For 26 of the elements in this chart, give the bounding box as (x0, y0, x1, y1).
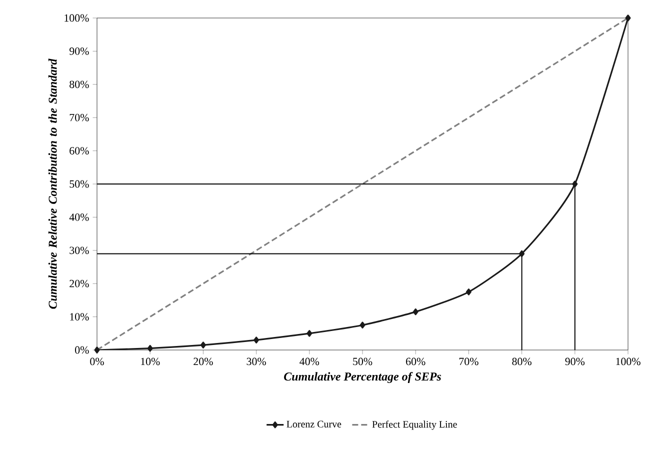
x-tick-label: 80% (512, 358, 532, 366)
y-tick-label: 20% (70, 280, 89, 288)
y-tick-label: 0% (75, 346, 89, 354)
y-tick-label: 50% (70, 180, 89, 188)
x-tick-label: 40% (300, 358, 320, 366)
x-tick-label: 20% (194, 358, 213, 366)
x-tick-label: 10% (141, 358, 160, 366)
x-tick-label: 30% (246, 358, 266, 366)
y-tick-label: 60% (70, 147, 89, 155)
legend-label: Lorenz Curve (286, 420, 342, 428)
x-tick-label: 50% (353, 358, 372, 366)
x-axis-title: Cumulative Percentage of SEPs (284, 372, 442, 384)
x-tick-label: 0% (90, 358, 104, 366)
y-tick-label: 100% (64, 14, 89, 22)
y-tick-label: 30% (70, 246, 89, 254)
y-tick-label: 40% (69, 213, 89, 221)
y-tick-label: 80% (70, 80, 89, 88)
x-tick-label: 70% (459, 358, 478, 366)
y-tick-label: 70% (70, 114, 89, 122)
x-tick-label: 90% (565, 358, 585, 366)
y-tick-label: 90% (70, 47, 89, 55)
x-tick-label: 100% (616, 358, 640, 366)
y-tick-label: 10% (70, 313, 89, 321)
x-tick-label: 60% (406, 358, 426, 366)
legend-label: Perfect Equality Line (372, 420, 457, 430)
y-axis-title: Cumulative Relative Contribution to the Standard (48, 58, 57, 309)
